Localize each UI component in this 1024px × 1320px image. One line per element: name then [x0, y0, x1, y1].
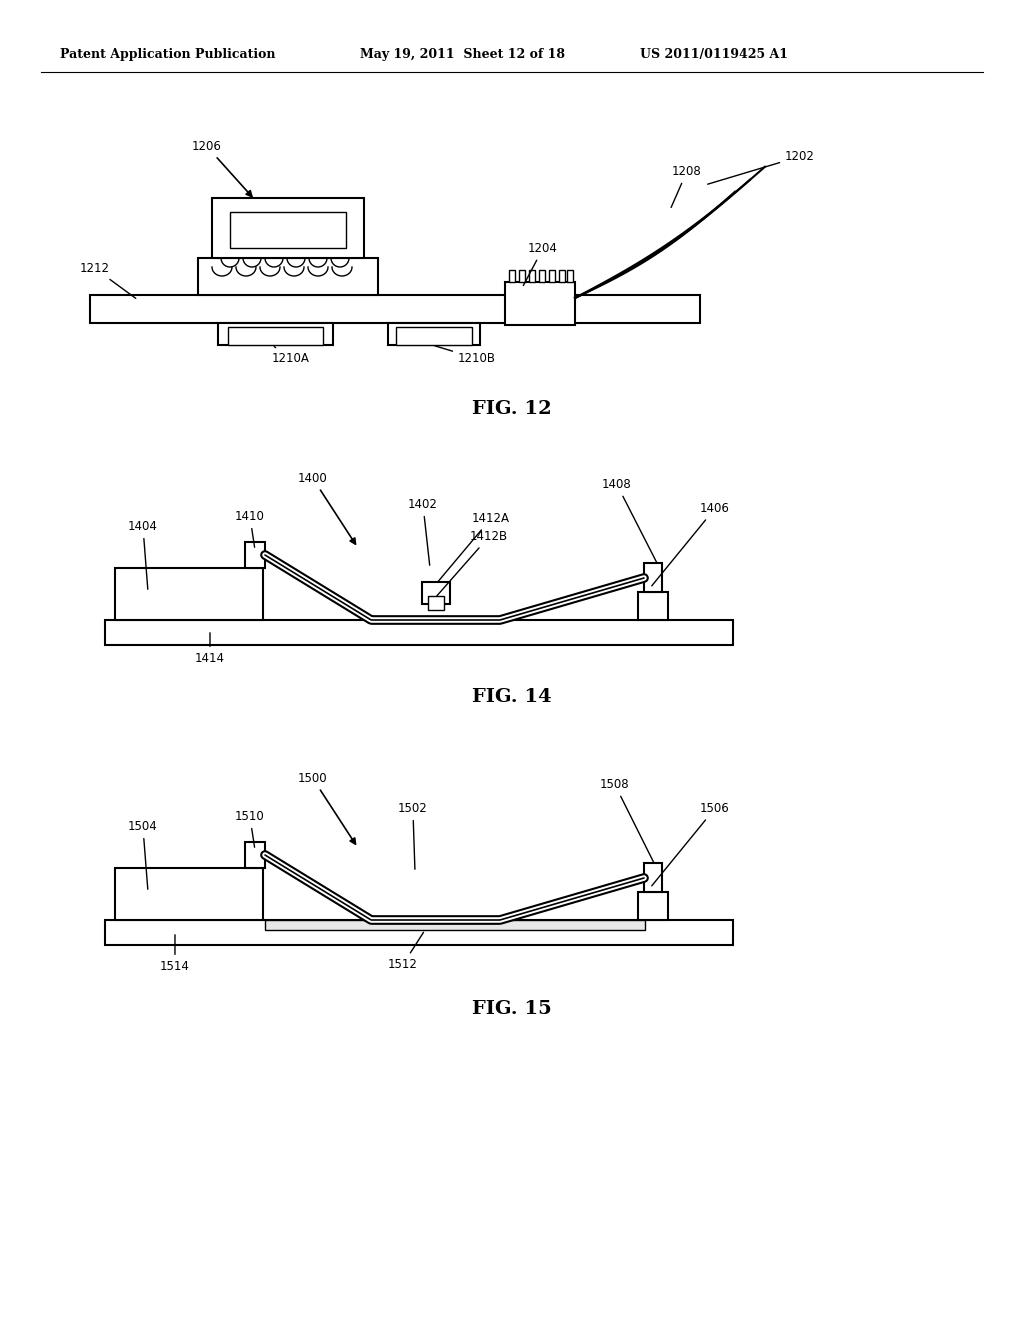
Bar — [212, 198, 364, 257]
Text: 1408: 1408 — [602, 478, 656, 562]
Bar — [428, 597, 444, 610]
Bar — [388, 323, 480, 345]
Bar — [396, 327, 472, 345]
Bar — [230, 213, 346, 248]
Text: 1406: 1406 — [651, 502, 730, 586]
Bar — [638, 591, 668, 620]
Bar — [644, 863, 662, 892]
Text: FIG. 15: FIG. 15 — [472, 1001, 552, 1018]
Bar — [228, 327, 323, 345]
Text: US 2011/0119425 A1: US 2011/0119425 A1 — [640, 48, 788, 61]
Text: 1412A: 1412A — [438, 512, 510, 582]
Text: 1500: 1500 — [298, 772, 355, 843]
Bar — [245, 842, 265, 869]
Bar — [422, 582, 450, 605]
Bar — [198, 257, 378, 294]
Text: 1208: 1208 — [671, 165, 701, 207]
Bar — [505, 282, 575, 325]
Text: 1412B: 1412B — [437, 531, 508, 595]
Bar — [105, 620, 733, 645]
Text: 1508: 1508 — [600, 777, 653, 862]
Text: 1210A: 1210A — [272, 347, 310, 366]
Text: 1210B: 1210B — [434, 346, 496, 366]
Text: 1504: 1504 — [128, 820, 158, 890]
Bar — [549, 271, 555, 282]
Text: FIG. 12: FIG. 12 — [472, 400, 552, 418]
Text: 1202: 1202 — [708, 150, 815, 185]
Text: 1404: 1404 — [128, 520, 158, 589]
Bar — [115, 869, 263, 920]
Text: 1506: 1506 — [651, 803, 730, 886]
Text: May 19, 2011  Sheet 12 of 18: May 19, 2011 Sheet 12 of 18 — [360, 48, 565, 61]
Bar — [567, 271, 573, 282]
Bar — [638, 892, 668, 920]
Text: Patent Application Publication: Patent Application Publication — [60, 48, 275, 61]
Bar — [559, 271, 565, 282]
Text: 1510: 1510 — [234, 810, 265, 847]
Text: 1212: 1212 — [80, 261, 136, 298]
Text: 1410: 1410 — [234, 510, 265, 548]
Text: 1514: 1514 — [160, 935, 189, 973]
Text: 1204: 1204 — [523, 242, 558, 285]
Bar — [644, 564, 662, 591]
Text: 1206: 1206 — [193, 140, 252, 197]
Text: FIG. 14: FIG. 14 — [472, 688, 552, 706]
Bar — [509, 271, 515, 282]
Bar — [90, 294, 700, 323]
Bar — [218, 323, 333, 345]
Bar — [245, 543, 265, 568]
Text: 1402: 1402 — [408, 498, 438, 565]
Text: 1400: 1400 — [298, 473, 355, 544]
Bar — [115, 568, 263, 620]
Text: 1414: 1414 — [195, 632, 225, 665]
Bar — [539, 271, 545, 282]
Bar — [265, 920, 645, 931]
Bar — [519, 271, 525, 282]
Text: 1502: 1502 — [398, 803, 428, 870]
Bar — [529, 271, 535, 282]
Bar — [105, 920, 733, 945]
Text: 1512: 1512 — [388, 932, 424, 972]
